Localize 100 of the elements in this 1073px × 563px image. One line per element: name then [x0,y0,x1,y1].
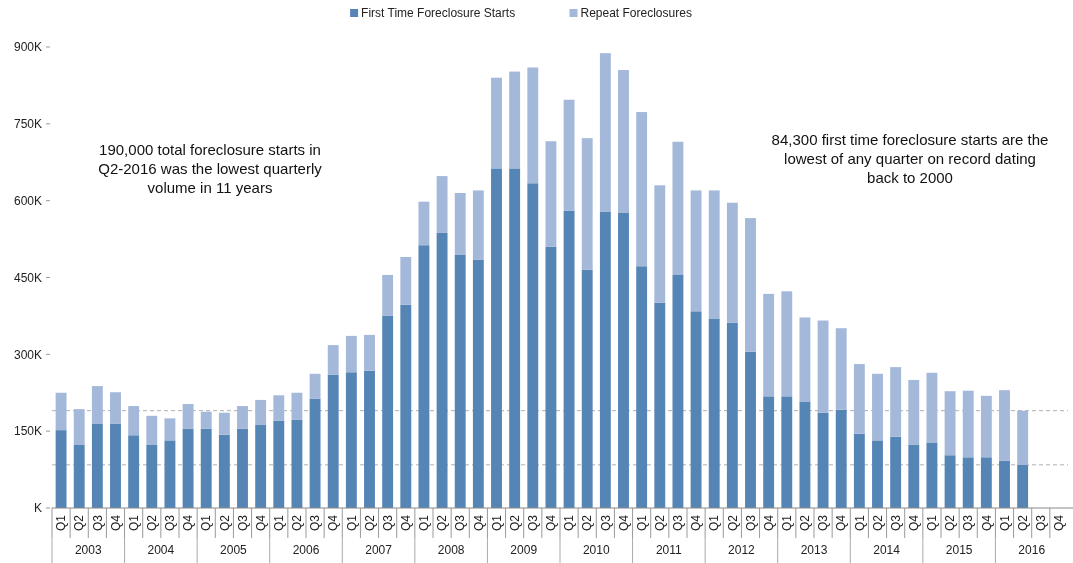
bar [872,440,883,508]
bar [200,428,212,508]
x-tick-label: Q1 [562,514,577,532]
bar [55,392,67,431]
bar [164,418,176,441]
x-tick-label: Q4 [398,514,413,532]
bar [618,212,629,508]
x-tick-label: Q3 [163,514,178,532]
bar [726,322,738,508]
text: 2008 [437,543,465,557]
bar [164,440,176,508]
y-tick-label: 750K [13,117,42,132]
bar [291,419,303,508]
x-tick-label: Q3 [90,514,105,532]
bar [835,328,847,410]
x-tick-label: Q2 [870,514,885,532]
bar [1017,464,1029,508]
bar [418,245,430,508]
bar [545,246,557,508]
text: 2013 [800,543,828,557]
bar [182,404,194,429]
text: 2003 [74,543,102,557]
bar [654,302,666,508]
bar [672,274,684,508]
bar [364,370,375,508]
bar [345,372,357,508]
bar [763,396,775,508]
bar [890,436,902,508]
y-tick-label: 450K [13,270,42,285]
bar [382,274,394,316]
x-tick-label: Q1 [779,514,794,532]
y-tick-label: K [33,501,42,516]
x-tick-label: Q1 [997,514,1012,532]
bar [400,257,412,305]
x-tick-label: Q4 [471,514,486,532]
bar [599,211,611,508]
bar [726,202,738,323]
bar [218,412,230,435]
x-tick-label: Q2 [72,514,87,532]
bar [327,374,339,508]
text: 2016 [1018,543,1046,557]
bar [908,444,920,508]
bar [255,399,267,426]
bar [926,442,938,508]
x-tick-label: Q1 [707,514,722,532]
x-tick-label: Q3 [598,514,613,532]
bar [91,423,103,508]
x-tick-label: Q4 [253,514,268,532]
bar [708,190,720,319]
bar [581,269,593,508]
y-tick-label: 150K [13,424,42,439]
bar [835,409,847,508]
x-tick-label: Q4 [108,514,123,532]
bar [745,351,756,508]
x-tick-label: Q1 [344,514,359,532]
y-tick-label: 600K [13,193,42,208]
text: 2010 [582,543,610,557]
bar [110,392,121,424]
bar [327,345,339,375]
text: 2009 [510,543,538,557]
bar [781,291,793,397]
x-tick-label: Q2 [290,514,305,532]
bar [636,112,648,267]
x-tick-label: Q2 [1015,514,1030,532]
x-tick-label: Q2 [943,514,958,532]
x-tick-label: Q3 [888,514,903,532]
bar [926,372,938,443]
bar [436,176,448,233]
bar [309,398,321,508]
bar [980,457,992,508]
legend-label: First Time Foreclosure Starts [361,6,516,20]
text: 2005 [220,543,248,557]
annotation: 84,300 first time foreclosure starts are the lowest of any quarter on record dating back to 2000 [771,131,1049,186]
bar [618,70,629,213]
bar [817,412,829,508]
bar [73,445,85,508]
bar [527,67,539,184]
bar [472,190,484,260]
bar [980,395,992,458]
x-tick-label: Q1 [925,514,940,532]
x-tick-label: Q2 [507,514,522,532]
bar [672,141,684,275]
bar [872,373,883,441]
bar [73,409,85,445]
bar [110,423,121,508]
x-tick-label: Q1 [126,514,141,532]
x-tick-label: Q2 [144,514,159,532]
bar [527,183,539,508]
bar [237,406,248,429]
x-tick-label: Q2 [652,514,667,532]
bar [491,77,502,169]
text: 2004 [147,543,175,557]
bar [309,373,321,399]
bar [781,396,793,508]
x-tick-label: Q3 [525,514,540,532]
bar [599,53,611,212]
x-tick-label: Q1 [271,514,286,532]
bar [200,411,212,429]
bar [491,168,502,508]
text: 2011 [655,543,683,557]
